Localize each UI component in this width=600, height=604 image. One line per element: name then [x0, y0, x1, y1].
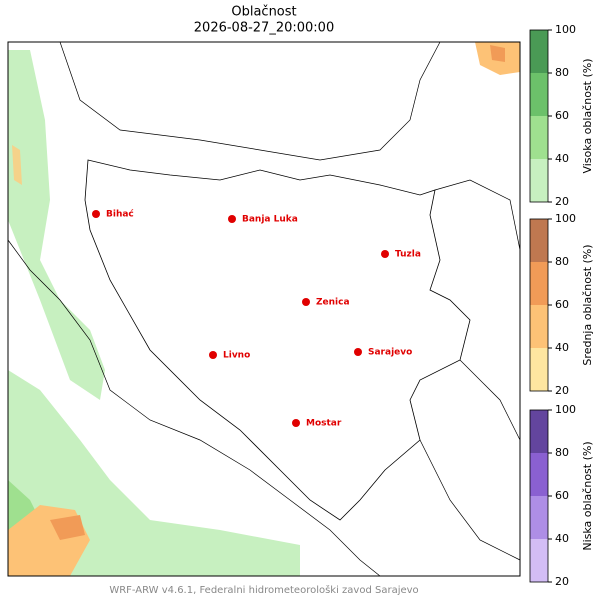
cloud-mid — [50, 515, 85, 540]
colorbar-tick-label: 20 — [555, 384, 569, 397]
city-marker — [209, 351, 217, 359]
cloud-mid — [490, 45, 505, 62]
city-label: Zenica — [316, 298, 350, 308]
colorbar-tick-label: 40 — [555, 532, 569, 545]
colorbar-band — [530, 539, 548, 582]
map-frame — [7, 41, 521, 577]
city-marker — [354, 348, 362, 356]
colorbar-band — [530, 30, 548, 73]
border — [84, 159, 471, 521]
colorbar-tick-label: 80 — [555, 66, 569, 79]
city-label: Sarajevo — [368, 348, 412, 358]
city-marker — [228, 215, 236, 223]
city-label: Livno — [223, 351, 250, 361]
colorbar-label: Visoka oblačnost (%) — [581, 58, 594, 173]
city-label: Tuzla — [395, 250, 421, 260]
colorbar-tick-label: 60 — [555, 489, 569, 502]
city-label: Banja Luka — [242, 215, 298, 225]
colorbar-tick-label: 80 — [555, 446, 569, 459]
colorbar-band — [530, 305, 548, 348]
cloud-high — [8, 50, 105, 400]
map — [7, 41, 521, 577]
colorbar-label: Srednja oblačnost (%) — [581, 244, 594, 365]
colorbar-tick-label: 20 — [555, 575, 569, 588]
colorbar-label: Niska oblačnost (%) — [581, 441, 594, 550]
city-marker — [92, 210, 100, 218]
title: Oblačnost — [231, 5, 296, 20]
city-marker — [381, 250, 389, 258]
colorbar-band — [530, 219, 548, 262]
city-marker — [292, 419, 300, 427]
colorbar-band — [530, 73, 548, 116]
colorbar-tick-label: 100 — [555, 23, 576, 36]
colorbar-tick-label: 60 — [555, 298, 569, 311]
colorbar-tick-label: 20 — [555, 195, 569, 208]
colorbar-band — [530, 159, 548, 202]
colorbar-tick-label: 100 — [555, 212, 576, 225]
subtitle: 2026-08-27_20:00:00 — [194, 21, 334, 36]
colorbar-band — [530, 496, 548, 539]
city-marker — [302, 298, 310, 306]
cloud-mid — [12, 145, 22, 185]
colorbar-tick-label: 80 — [555, 255, 569, 268]
colorbar-band — [530, 116, 548, 159]
colorbar-band — [530, 410, 548, 453]
city-label: Mostar — [306, 419, 342, 429]
colorbar-band — [530, 262, 548, 305]
colorbar-tick-label: 40 — [555, 341, 569, 354]
colorbar-tick-label: 60 — [555, 109, 569, 122]
colorbar-band — [530, 453, 548, 496]
colorbar-tick-label: 100 — [555, 403, 576, 416]
colorbar-band — [530, 348, 548, 391]
footer: WRF-ARW v4.6.1, Federalni hidrometeorolo… — [109, 584, 418, 596]
city-label: Bihać — [106, 209, 134, 220]
coastline — [7, 239, 381, 577]
colorbar-tick-label: 40 — [555, 152, 569, 165]
border — [59, 41, 521, 561]
